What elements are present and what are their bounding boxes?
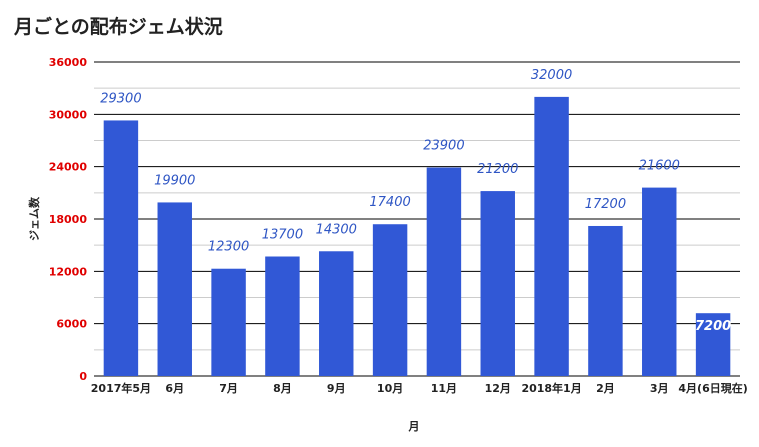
bar <box>588 225 623 376</box>
x-tick-label: 4月(6日現在) <box>678 381 747 395</box>
data-label: 29300 <box>100 91 141 106</box>
chart-title: 月ごとの配布ジェム状況 <box>14 16 223 38</box>
grid-lines <box>94 61 740 377</box>
data-labels: 29300 19900 12300 13700 14300 17400 23900 21200… <box>100 68 731 334</box>
y-tick-label: 30000 <box>49 108 88 121</box>
bar <box>642 187 677 376</box>
x-tick-label: 7月 <box>219 382 238 395</box>
x-axis-ticks: 2017年5月 6月 7月 8月 9月 10月 11月 12月 2018年1月 2月 3月 4月(6日… <box>91 381 748 395</box>
x-tick-label: 10月 <box>377 382 403 395</box>
x-tick-label: 2017年5月 <box>91 381 151 395</box>
x-tick-label: 9月 <box>327 382 346 395</box>
data-label: 13700 <box>262 228 303 243</box>
x-tick-label: 8月 <box>273 382 292 395</box>
bar <box>426 167 462 376</box>
data-label: 23900 <box>423 139 464 154</box>
data-label: 19900 <box>154 173 195 188</box>
x-tick-label: 2月 <box>596 382 615 395</box>
data-label: 21200 <box>477 162 518 177</box>
y-tick-label: 18000 <box>49 213 88 226</box>
y-tick-label: 36000 <box>49 56 88 69</box>
bar <box>103 120 139 376</box>
y-tick-label: 0 <box>79 370 87 383</box>
x-tick-label: 2018年1月 <box>521 381 581 395</box>
data-label: 17400 <box>369 195 410 210</box>
bar <box>319 251 354 376</box>
x-tick-label: 3月 <box>650 382 669 395</box>
y-tick-label: 6000 <box>56 318 87 331</box>
data-label: 14300 <box>316 222 357 237</box>
y-axis-ticks: 0 6000 12000 18000 24000 30000 36000 <box>49 56 88 383</box>
bar <box>695 313 731 376</box>
y-axis-title: ジェム数 <box>27 196 41 241</box>
bar <box>211 268 246 376</box>
data-label: 7200 <box>695 319 731 334</box>
data-label: 32000 <box>531 68 572 83</box>
data-label: 17200 <box>585 197 626 212</box>
y-tick-label: 24000 <box>49 161 88 174</box>
bar <box>480 191 515 376</box>
y-tick-label: 12000 <box>49 265 88 278</box>
bar <box>157 202 192 376</box>
x-tick-label: 6月 <box>165 382 184 395</box>
data-label: 12300 <box>208 240 249 255</box>
bar <box>534 96 569 376</box>
bar <box>265 256 300 376</box>
x-tick-label: 12月 <box>485 382 511 395</box>
x-axis-title: 月 <box>408 420 420 433</box>
x-tick-label: 11月 <box>431 382 457 395</box>
bars <box>103 96 731 376</box>
bar <box>372 224 408 376</box>
data-label: 21600 <box>639 159 680 174</box>
